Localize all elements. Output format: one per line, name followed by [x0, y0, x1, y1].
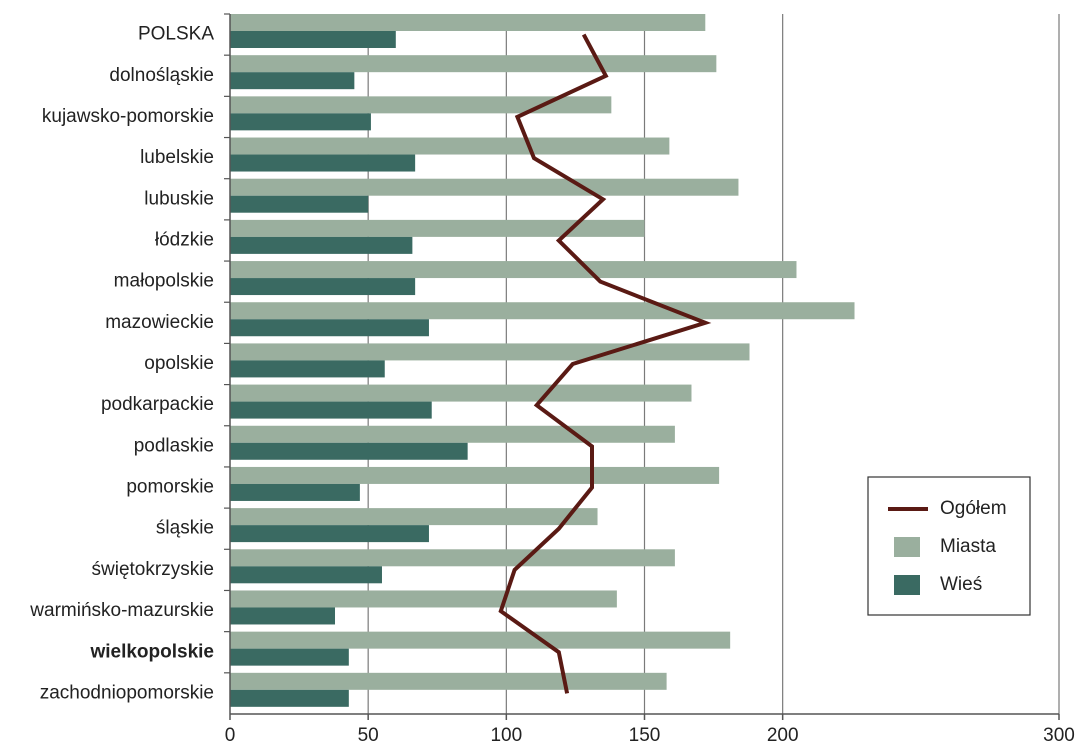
bar-miasta-10: [230, 425, 675, 443]
category-label: podlaskie: [134, 435, 214, 456]
x-tick-label: 150: [629, 725, 661, 744]
bar-wies-15: [230, 648, 349, 666]
bar-wies-7: [230, 319, 429, 337]
bar-miasta-15: [230, 631, 731, 649]
bar-miasta-4: [230, 178, 739, 196]
axes: [224, 13, 1060, 720]
category-label: łódzkie: [155, 229, 214, 250]
bar-wies-13: [230, 566, 382, 584]
category-labels: POLSKA dolnośląskie kujawsko-pomorskie lube…: [29, 24, 214, 704]
category-label: pomorskie: [126, 477, 214, 498]
legend-label: Ogółem: [940, 498, 1007, 519]
bar-miasta-9: [230, 384, 692, 402]
category-label: podkarpackie: [101, 394, 214, 415]
category-label: małopolskie: [114, 271, 214, 292]
category-label: warmińsko-mazurskie: [29, 600, 214, 621]
bar-wies-12: [230, 525, 429, 543]
bar-miasta-6: [230, 261, 797, 279]
bar-wies-6: [230, 278, 416, 296]
category-label: kujawsko-pomorskie: [42, 106, 214, 127]
category-label: wielkopolskie: [89, 641, 214, 662]
legend-swatch-wies: [894, 575, 920, 595]
x-tick-label: 300: [1043, 725, 1075, 744]
bar-wies-3: [230, 154, 416, 172]
x-tick-label: 100: [490, 725, 522, 744]
category-label: śląskie: [156, 518, 214, 539]
category-label: lubuskie: [144, 188, 214, 209]
bar-miasta-0: [230, 14, 706, 31]
category-label: lubelskie: [140, 147, 214, 168]
bar-wies-0: [230, 31, 396, 48]
bar-miasta-13: [230, 549, 675, 567]
x-tick-label: 50: [358, 725, 379, 744]
bar-wies-4: [230, 195, 369, 213]
bar-wies-10: [230, 442, 468, 460]
bar-wies-8: [230, 360, 385, 378]
bars: [230, 14, 855, 707]
category-label: opolskie: [144, 353, 214, 374]
bar-wies-9: [230, 401, 432, 419]
legend-label: Wieś: [940, 574, 982, 595]
bar-miasta-12: [230, 508, 598, 526]
bar-wies-1: [230, 72, 355, 90]
category-label: dolnośląskie: [109, 65, 214, 86]
bar-wies-14: [230, 607, 336, 625]
x-tick-label: 200: [767, 725, 799, 744]
bar-miasta-7: [230, 302, 855, 320]
bar-wies-11: [230, 483, 360, 501]
legend-swatch-miasta: [894, 537, 920, 557]
category-label: POLSKA: [138, 24, 214, 45]
bar-miasta-2: [230, 96, 612, 114]
legend: Ogółem Miasta Wieś: [867, 476, 1031, 616]
legend-label: Miasta: [940, 536, 996, 557]
category-label: mazowieckie: [105, 312, 214, 333]
bar-miasta-5: [230, 219, 645, 237]
bar-miasta-14: [230, 590, 617, 608]
bar-wies-16: [230, 689, 349, 707]
bar-wies-2: [230, 113, 371, 131]
x-tick-labels: 0 50 100 150 200 300: [225, 725, 1075, 744]
bar-miasta-11: [230, 466, 720, 484]
category-label: zachodniopomorskie: [40, 682, 214, 703]
line-ogolem: [498, 33, 712, 694]
x-tick-label: 0: [225, 725, 236, 744]
category-label: świętokrzyskie: [92, 559, 214, 580]
bar-miasta-8: [230, 343, 750, 361]
bar-wies-5: [230, 236, 413, 254]
bar-miasta-1: [230, 55, 717, 73]
ogolem-line: [498, 33, 712, 694]
bar-miasta-3: [230, 137, 670, 155]
bar-miasta-16: [230, 672, 667, 690]
